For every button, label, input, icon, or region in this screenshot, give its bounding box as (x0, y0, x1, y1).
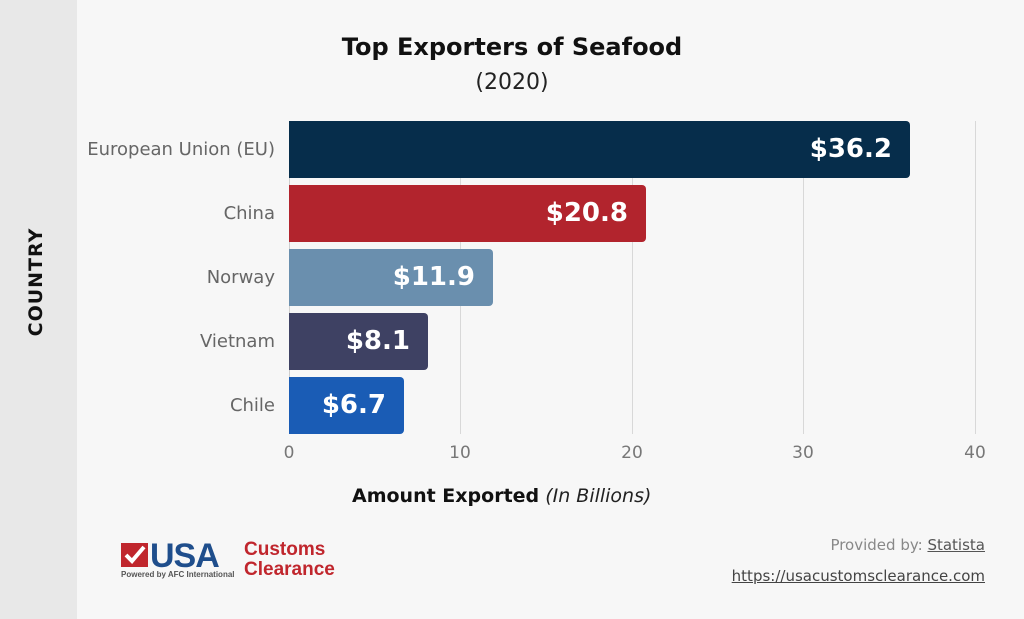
checkmark-icon (121, 543, 148, 567)
chart-subtitle: (2020) (475, 70, 549, 95)
bar-china: $20.8 (289, 185, 646, 242)
x-axis-label-unit: (In Billions) (545, 485, 652, 507)
gridline-20 (632, 121, 633, 434)
source-prefix: Provided by: (830, 536, 928, 554)
x-tick: 0 (283, 443, 295, 463)
logo-powered-by: Powered by AFC International (121, 570, 235, 579)
category-label: Vietnam (199, 331, 275, 352)
logo-usa: USA (150, 537, 220, 575)
gridline-40 (975, 121, 976, 434)
left-band (0, 0, 77, 619)
bar-value: $20.8 (545, 198, 628, 228)
x-tick: 10 (449, 443, 471, 463)
bar-value: $36.2 (809, 134, 892, 164)
logo-brand: Customs Clearance (244, 540, 335, 580)
bar-norway: $11.9 (289, 249, 493, 306)
plot-area: $36.2 $20.8 $11.9 $8.1 $6.7 (289, 121, 976, 434)
x-tick: 20 (621, 443, 643, 463)
bar-chile: $6.7 (289, 377, 404, 434)
logo-brand-line1: Customs (244, 539, 326, 560)
bar-value: $8.1 (345, 326, 410, 356)
source-link[interactable]: Statista (927, 536, 985, 554)
bar-vietnam: $8.1 (289, 313, 428, 370)
x-tick: 30 (792, 443, 814, 463)
logo-brand-line2: Clearance (244, 559, 335, 580)
gridline-30 (803, 121, 804, 434)
category-label: European Union (EU) (87, 139, 275, 160)
bar-eu: $36.2 (289, 121, 910, 178)
x-tick: 40 (964, 443, 986, 463)
bar-value: $6.7 (321, 390, 386, 420)
category-label: Norway (206, 267, 275, 288)
x-axis-label: Amount Exported (In Billions) (352, 485, 651, 507)
website-link[interactable]: https://usacustomsclearance.com (731, 567, 985, 585)
source-credit: Provided by: Statista (830, 536, 985, 554)
x-axis-label-main: Amount Exported (352, 485, 540, 507)
bar-value: $11.9 (392, 262, 475, 292)
category-label: Chile (229, 395, 275, 416)
category-label: China (223, 203, 275, 224)
chart-title: Top Exporters of Seafood (341, 33, 683, 61)
y-axis-label: COUNTRY (25, 227, 47, 337)
